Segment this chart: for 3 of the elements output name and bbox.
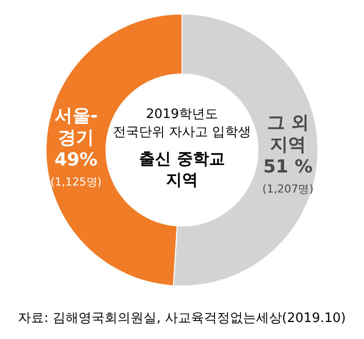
subtitle: 출신 중학교 지역 (139, 149, 225, 189)
annotation: 자료: 김해영국회의원실, 사교육걱정없는세상(2019.10) (18, 311, 346, 326)
title: 2019학년도 전국단위 자사고 입학생 (112, 107, 252, 140)
